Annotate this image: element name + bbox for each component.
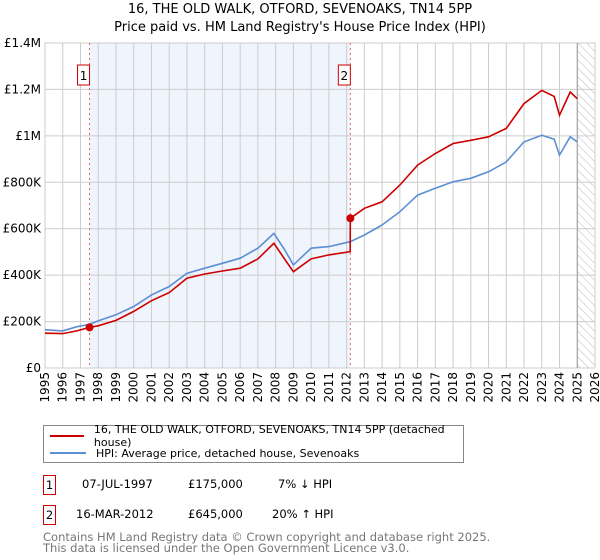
legend-blue-line [50, 452, 86, 454]
x-tick-label: 2009 [286, 372, 300, 403]
footer-licence: This data is licensed under the Open Gov… [43, 541, 410, 555]
price-chart: 1995 1996 1997 1998 1999 2000 2001 2002 2003 2004… [3, 36, 600, 403]
x-tick-label: 1998 [91, 372, 105, 403]
x-tick-label: 2013 [357, 372, 371, 403]
sale-point [346, 214, 355, 223]
y-tick-label: £600K [3, 222, 43, 236]
x-tick-label: 2018 [446, 372, 460, 403]
transaction-hpi: 20% ↑ HPI [272, 507, 334, 521]
y-tick-label: £1.2M [4, 82, 41, 96]
legend-hpi: HPI: Average price, detached house, Seve… [96, 446, 360, 460]
transaction-marker: 2 [43, 505, 56, 525]
plot-frame [44, 42, 596, 369]
x-tick-label: 2008 [269, 372, 283, 403]
y-tick-label: £1.4M [4, 36, 41, 50]
x-tick-label: 2016 [411, 372, 425, 403]
legend: 16, THE OLD WALK, OTFORD, SEVENOAKS, TN1… [43, 423, 464, 463]
x-tick-label: 2005 [215, 372, 229, 403]
x-tick-label: 2024 [553, 372, 567, 403]
property-price-line [44, 89, 578, 335]
transaction-marker: 1 [43, 475, 56, 495]
x-tick-label: 1995 [38, 372, 52, 403]
x-tick-label: 2020 [482, 372, 496, 403]
x-tick-label: 2003 [180, 372, 194, 403]
x-tick-label: 2006 [233, 372, 247, 403]
transaction-date: 07-JUL-1997 [82, 477, 153, 491]
x-tick-label: 2000 [127, 372, 141, 403]
x-tick-label: 2014 [375, 372, 389, 403]
x-tick-label: 2012 [340, 372, 354, 403]
hpi-line [44, 134, 578, 332]
footer-copyright: Contains HM Land Registry data © Crown c… [43, 530, 491, 544]
forecast-hatch [577, 43, 595, 368]
x-tick-label: 2026 [588, 372, 600, 403]
chart-title: 16, THE OLD WALK, OTFORD, SEVENOAKS, TN1… [127, 2, 473, 17]
transaction-hpi: 7% ↓ HPI [278, 477, 333, 491]
x-tick-label: 2007 [251, 372, 265, 403]
x-tick-label: 2004 [198, 372, 212, 403]
x-tick-label: 1999 [109, 372, 123, 403]
y-tick-label: £800K [3, 175, 43, 189]
y-tick-label: £400K [3, 268, 43, 282]
transaction-price: £645,000 [188, 507, 243, 521]
legend-property: 16, THE OLD WALK, OTFORD, SEVENOAKS, TN1… [93, 423, 445, 449]
sale-marker-label: 2 [341, 69, 349, 83]
transaction-price: £175,000 [188, 477, 243, 491]
y-tick-label: £200K [3, 315, 43, 329]
x-tick-label: 2002 [162, 372, 176, 403]
x-tick-label: 1997 [73, 372, 87, 403]
x-tick-label: 2019 [464, 372, 478, 403]
x-tick-label: 2015 [393, 372, 407, 403]
x-tick-label: 2023 [535, 372, 549, 403]
transaction-row: 2 16-MAR-2012 £645,000 20% ↑ HPI [43, 505, 543, 525]
x-tick-label: 1996 [56, 372, 70, 403]
x-tick-label: 2022 [517, 372, 531, 403]
x-tick-label: 2025 [570, 372, 584, 403]
transaction-date: 16-MAR-2012 [76, 507, 154, 521]
sale-marker-label: 1 [80, 69, 88, 83]
x-tick-label: 2011 [322, 372, 336, 403]
chart-subtitle: Price paid vs. HM Land Registry's House … [114, 20, 486, 35]
x-tick-label: 2017 [428, 372, 442, 403]
sale-point [85, 323, 94, 332]
y-tick-label: £1M [15, 129, 41, 143]
transaction-row: 1 07-JUL-1997 £175,000 7% ↓ HPI [43, 475, 543, 495]
legend-red-line [50, 435, 84, 437]
sale-marker-box [337, 64, 351, 86]
x-tick-label: 2021 [499, 372, 513, 403]
x-tick-label: 2001 [144, 372, 158, 403]
x-tick-label: 2010 [304, 372, 318, 403]
shaded-ownership-period [89, 43, 351, 368]
y-tick-label: £0 [26, 361, 41, 375]
sale-marker-box [77, 64, 91, 86]
